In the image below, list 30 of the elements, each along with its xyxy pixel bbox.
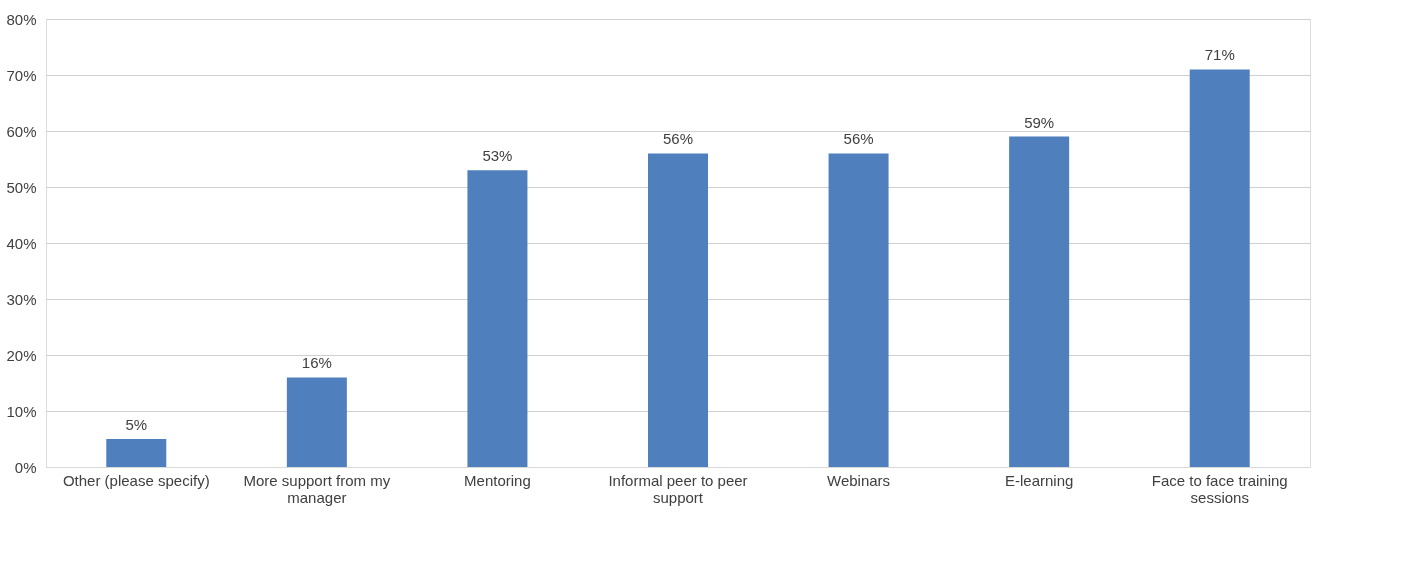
data-label: 5% bbox=[125, 416, 148, 433]
y-tick-label: 70% bbox=[6, 66, 37, 84]
y-tick-label: 20% bbox=[6, 346, 37, 364]
x-tick-label: Face to face training sessions bbox=[1151, 471, 1288, 506]
x-tick-label: Other (please specify) bbox=[62, 471, 210, 489]
y-tick-label: 60% bbox=[6, 122, 37, 140]
data-label: 56% bbox=[843, 130, 874, 148]
y-tick-label: 30% bbox=[6, 290, 37, 308]
x-tick-label: Webinars bbox=[827, 471, 891, 489]
y-tick-label: 80% bbox=[6, 10, 37, 28]
bar bbox=[106, 439, 167, 467]
bar bbox=[828, 153, 889, 467]
bar bbox=[1009, 136, 1070, 467]
bar bbox=[648, 153, 708, 467]
bar bbox=[286, 377, 347, 467]
data-label: 16% bbox=[301, 354, 332, 372]
y-tick-label: 10% bbox=[6, 402, 37, 420]
x-tick-label: Informal peer to peer support bbox=[608, 471, 748, 506]
bar bbox=[1189, 69, 1250, 467]
data-label: 56% bbox=[662, 130, 694, 148]
data-label: 71% bbox=[1204, 46, 1235, 64]
x-tick-label: E-learning bbox=[1004, 471, 1074, 489]
y-tick-label: 50% bbox=[6, 178, 37, 196]
y-tick-label: 40% bbox=[6, 234, 37, 252]
x-tick-label: Mentoring bbox=[464, 471, 531, 489]
bar bbox=[467, 170, 528, 467]
data-label: 53% bbox=[482, 147, 513, 165]
y-tick-label: 0% bbox=[14, 458, 37, 476]
data-label: 59% bbox=[1024, 113, 1055, 131]
x-tick-label: More support from my manager bbox=[243, 471, 391, 506]
